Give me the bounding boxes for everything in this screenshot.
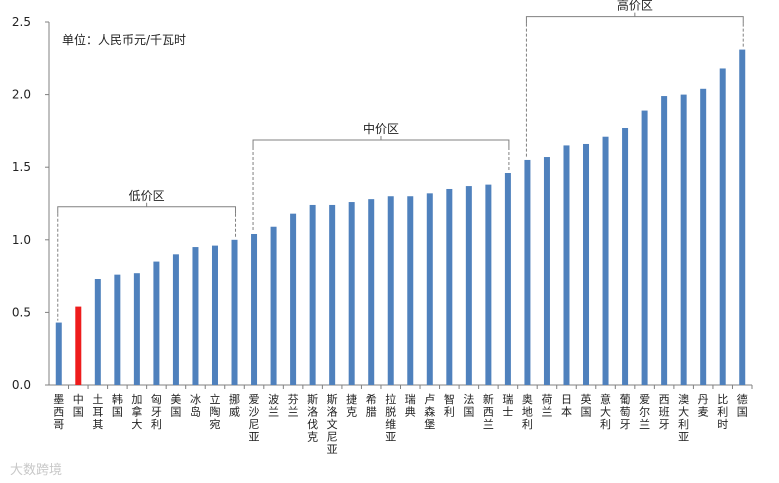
bar [153,261,160,385]
x-tick-label: 墨西哥 [53,393,64,431]
x-tick-label: 爱尔兰 [639,393,650,431]
x-tick-label: 韩国 [112,392,123,419]
x-tick-label: 瑞典 [405,392,416,419]
region-bracket [57,202,237,214]
bar [563,145,570,385]
x-tick-label: 芬兰 [288,393,299,419]
y-tick-label: 2.0 [12,88,31,102]
watermark: 大数跨境 [10,463,63,478]
x-tick-label: 爱沙尼亚 [249,393,260,444]
y-tick-label: 1.0 [12,233,31,247]
x-tick-label: 葡萄牙 [620,393,631,431]
bar [329,204,336,385]
bar [55,322,62,385]
bar [231,239,238,385]
bar [407,196,414,385]
bar [602,136,609,385]
x-tick-label: 荷兰 [541,393,552,419]
bar [348,202,355,385]
axis-layer: 0.0 0.5 1.0 1.5 2.0 2.5 [12,15,753,392]
bar [368,199,375,385]
category-labels: 墨西哥中国土耳其韩国加拿大匈牙利美国冰岛立陶宛挪威爱沙尼亚波兰芬兰斯洛伐克斯洛文… [53,392,747,456]
x-tick-label: 法国 [463,392,474,419]
region-label: 低价区 [129,189,165,203]
x-tick-label: 德国 [737,392,748,419]
x-tick-label: 加拿大 [131,393,142,431]
bar [641,110,648,386]
region-label: 高价区 [617,0,653,13]
bar [309,204,316,385]
x-tick-label: 智利 [444,392,455,419]
region-bracket [252,136,510,148]
bar [661,96,668,385]
x-tick-label: 斯洛伐克 [307,393,318,444]
y-tick-label: 0.5 [12,305,31,319]
bar [133,273,140,385]
x-tick-label: 土耳其 [92,393,103,431]
bar [446,188,453,385]
unit-label: 单位：人民币元/千瓦时 [62,33,187,47]
x-tick-label: 澳大利亚 [678,393,689,444]
bar [583,143,590,385]
x-tick-label: 西班牙 [659,393,670,431]
x-tick-label: 意大利 [600,392,611,431]
x-tick-label: 冰岛 [190,393,201,419]
x-tick-label: 英国 [581,392,592,419]
bar [719,68,726,386]
y-tick-label: 0.0 [12,378,31,392]
bar [700,88,707,386]
x-tick-label: 美国 [170,393,181,419]
bar [426,193,433,385]
x-tick-label: 匈牙利 [151,392,162,431]
x-tick-label: 波兰 [268,393,279,419]
bar [504,173,511,385]
x-tick-label: 立陶宛 [209,392,220,431]
bar [75,306,82,385]
x-tick-label: 挪威 [229,392,240,419]
region-brackets: 低价区 中价区 高价区 [57,0,744,321]
bar [290,213,297,385]
bar [387,196,394,385]
x-tick-label: 斯洛文尼亚 [327,393,338,456]
bars-layer [55,49,746,386]
bar [211,245,218,385]
x-tick-label: 丹麦 [698,393,709,419]
bar [192,247,199,385]
bar [485,184,492,385]
y-tick-label: 1.5 [12,160,31,174]
x-tick-label: 拉脱维亚 [385,392,396,444]
x-tick-label: 奥地利 [522,392,533,431]
bar [680,94,687,385]
bar [94,279,101,385]
bar [524,159,531,385]
x-tick-label: 卢森堡 [424,393,435,431]
x-tick-label: 新西兰 [483,392,494,431]
region-label: 中价区 [363,121,399,136]
bar [172,254,179,385]
x-tick-label: 捷克 [346,392,357,419]
bar [114,274,121,385]
bar [622,127,629,385]
bar [270,226,277,385]
bar [543,157,550,385]
region-bracket [525,12,744,24]
x-tick-label: 比利时 [717,393,728,431]
x-tick-label: 希腊 [366,392,377,419]
x-tick-label: 瑞士 [502,392,513,419]
bar [251,233,258,385]
x-tick-label: 中国 [73,393,84,419]
bar [739,49,746,385]
x-tick-label: 日本 [561,393,572,419]
bar [465,186,472,385]
y-tick-label: 2.5 [12,15,31,29]
